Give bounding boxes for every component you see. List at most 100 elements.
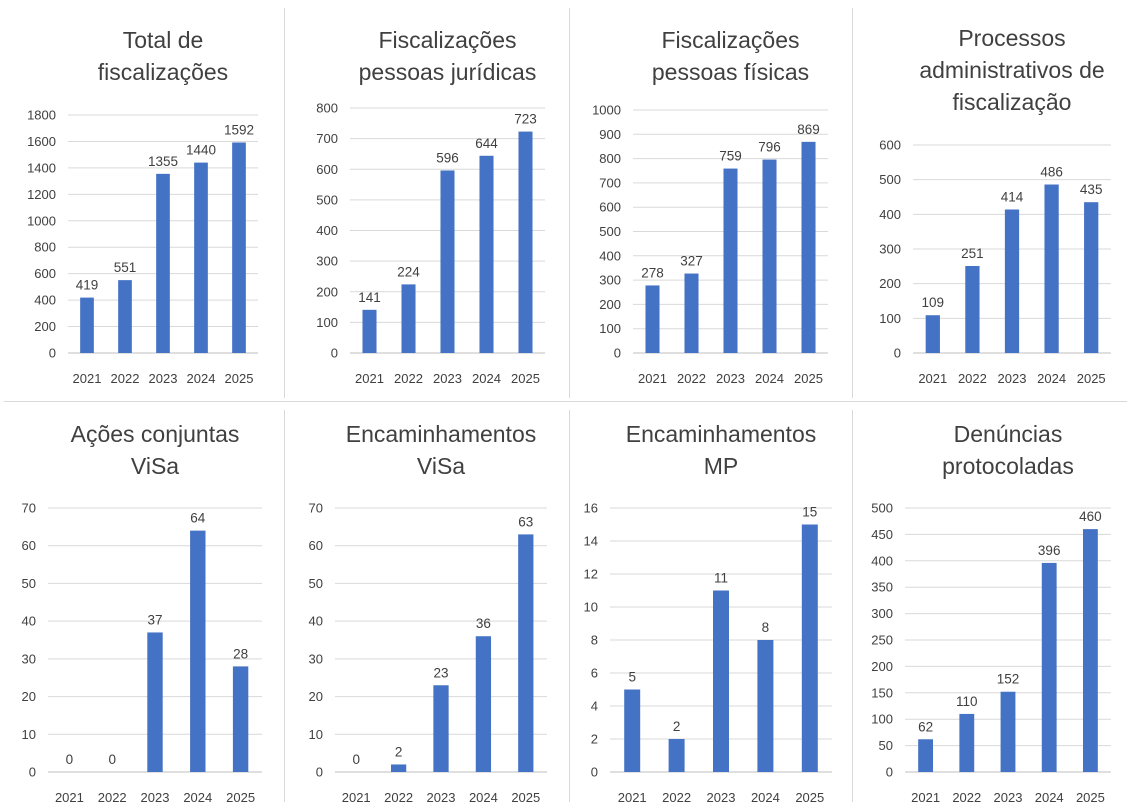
data-label: 63 <box>518 514 533 529</box>
x-tick-label: 2024 <box>472 371 501 386</box>
x-tick-label: 2024 <box>1035 790 1064 805</box>
y-tick-label: 300 <box>871 606 893 621</box>
data-label: 1355 <box>148 154 178 169</box>
x-tick-label: 2022 <box>662 790 691 805</box>
bar-chart: Fiscalizações pessoas jurídicas 0 100 200 300… <box>316 27 545 386</box>
y-tick-label: 150 <box>871 685 893 700</box>
chart-title-line: pessoas jurídicas <box>359 59 537 85</box>
chart-title-line: Encaminhamentos <box>346 421 537 447</box>
x-tick-label: 2022 <box>958 371 987 386</box>
bar <box>518 131 533 353</box>
y-tick-label: 40 <box>22 614 36 629</box>
x-tick-label: 2024 <box>183 790 212 805</box>
panel-divider <box>284 410 285 802</box>
x-tick-label: 2024 <box>751 790 780 805</box>
x-tick-label: 2021 <box>638 371 667 386</box>
y-tick-label: 10 <box>22 727 36 742</box>
y-tick-label: 400 <box>879 207 901 222</box>
bar-chart: Fiscalizações pessoas físicas 0 100 200 300 40… <box>592 27 828 386</box>
y-tick-label: 700 <box>316 131 338 146</box>
y-tick-label: 60 <box>22 538 36 553</box>
bar-chart: Total de fiscalizações 0 200 400 600 800 1000 12… <box>27 27 258 386</box>
x-tick-label: 2025 <box>226 790 255 805</box>
bar <box>118 280 132 353</box>
data-label: 224 <box>397 264 420 279</box>
y-tick-label: 50 <box>309 576 323 591</box>
y-tick-label: 50 <box>22 576 36 591</box>
y-tick-label: 1800 <box>27 108 56 123</box>
chart-panel: Ações conjuntas ViSa 0 10 20 30 40 50 60 70 0 2021 0… <box>0 405 284 807</box>
chart-title-line: Encaminhamentos <box>626 421 817 447</box>
bar <box>390 764 407 772</box>
data-label: 723 <box>514 112 537 127</box>
data-label: 869 <box>797 122 820 137</box>
chart-panel: Processos administrativos de fiscalização 0… <box>853 0 1131 402</box>
y-tick-label: 12 <box>584 567 598 582</box>
bar <box>801 524 818 772</box>
y-tick-label: 100 <box>316 315 338 330</box>
x-tick-label: 2021 <box>355 371 384 386</box>
y-tick-label: 30 <box>309 651 323 666</box>
x-tick-label: 2022 <box>677 371 706 386</box>
y-tick-label: 500 <box>879 172 901 187</box>
y-tick-label: 200 <box>871 659 893 674</box>
panel-divider <box>284 8 285 398</box>
bar <box>401 284 416 353</box>
data-label: 0 <box>352 752 360 767</box>
bar-chart: Processos administrativos de fiscalização 0… <box>879 25 1111 386</box>
chart-title-line: protocoladas <box>942 453 1074 479</box>
y-tick-label: 0 <box>591 765 598 780</box>
x-tick-label: 2022 <box>952 790 981 805</box>
y-tick-label: 600 <box>316 162 338 177</box>
chart-panel: Total de fiscalizações 0 200 400 600 800 1000 12… <box>0 0 284 402</box>
y-tick-label: 10 <box>309 727 323 742</box>
chart-title-line: pessoas físicas <box>652 59 809 85</box>
bar <box>762 159 777 353</box>
chart-title-line: Ações conjuntas <box>71 421 240 447</box>
data-label: 644 <box>475 136 498 151</box>
bar <box>645 285 660 353</box>
y-tick-label: 300 <box>316 254 338 269</box>
y-tick-label: 0 <box>894 346 901 361</box>
y-tick-label: 400 <box>316 223 338 238</box>
chart-panel: Encaminhamentos ViSa 0 10 20 30 40 50 60 70 0 2021 2… <box>285 405 569 807</box>
y-tick-label: 350 <box>871 580 893 595</box>
x-tick-label: 2023 <box>433 371 462 386</box>
bar <box>147 632 163 772</box>
bar <box>1000 691 1016 772</box>
bar <box>713 590 729 772</box>
y-tick-label: 250 <box>871 633 893 648</box>
chart-title-line: fiscalização <box>953 89 1072 115</box>
bar <box>518 534 534 772</box>
y-tick-label: 450 <box>871 527 893 542</box>
y-tick-label: 200 <box>34 319 56 334</box>
data-label: 460 <box>1079 509 1102 524</box>
y-tick-label: 400 <box>34 293 56 308</box>
y-tick-label: 400 <box>871 553 893 568</box>
data-label: 37 <box>147 612 162 627</box>
y-tick-label: 40 <box>309 614 323 629</box>
chart-panel: Fiscalizações pessoas jurídicas 0 100 200 300… <box>285 0 569 402</box>
y-tick-label: 200 <box>879 276 901 291</box>
bar <box>479 155 494 353</box>
x-tick-label: 2025 <box>511 790 540 805</box>
data-label: 435 <box>1080 182 1103 197</box>
bar <box>475 636 492 772</box>
x-tick-label: 2021 <box>342 790 371 805</box>
y-tick-label: 400 <box>599 248 621 263</box>
y-tick-label: 1000 <box>592 103 621 118</box>
chart-title-line: Fiscalizações <box>378 27 516 53</box>
y-tick-label: 0 <box>29 765 36 780</box>
chart-panel: Encaminhamentos MP 0 2 4 6 8 10 12 14 16 5 2021 2 2022… <box>570 405 852 807</box>
bar-chart: Denúncias protocoladas 0 50 100 150 200 250 300 3… <box>871 421 1111 805</box>
x-tick-label: 2025 <box>1076 790 1105 805</box>
bar <box>194 162 208 353</box>
data-label: 0 <box>108 752 116 767</box>
bar <box>918 739 934 772</box>
bar <box>440 170 455 353</box>
bar <box>965 265 980 353</box>
bar-chart: Encaminhamentos ViSa 0 10 20 30 40 50 60 70 0 2021 2… <box>309 421 547 805</box>
x-tick-label: 2022 <box>394 371 423 386</box>
y-tick-label: 100 <box>599 321 621 336</box>
bar <box>1041 562 1057 772</box>
